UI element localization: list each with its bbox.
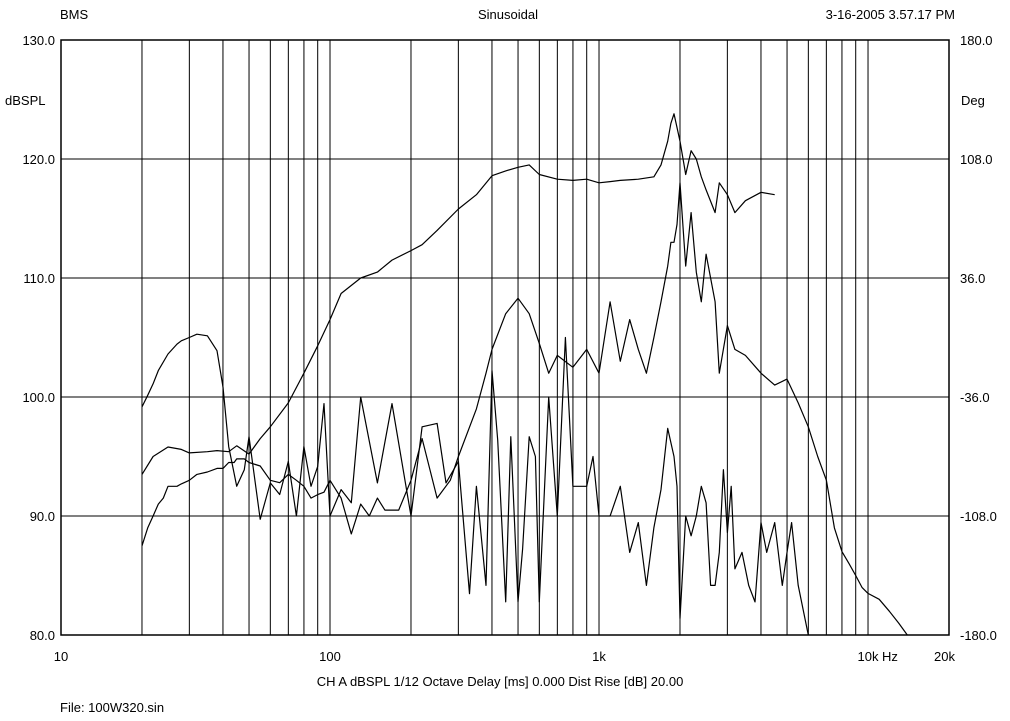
x-tick-label: 1k (592, 649, 606, 664)
x-axis-unit: Hz (882, 649, 898, 664)
series-line-harmonic (141, 182, 908, 635)
x-tick-label: 10k (858, 649, 879, 664)
data-series (141, 113, 908, 635)
measurement-settings: CH A dBSPL 1/12 Octave Delay [ms] 0.000 … (317, 674, 684, 689)
y-tick-label: 120.0 (22, 152, 55, 167)
y2-tick-label: -180.0 (960, 628, 997, 643)
y-tick-label: 130.0 (22, 33, 55, 48)
grid-lines (60, 39, 950, 636)
file-name: File: 100W320.sin (60, 700, 164, 715)
x-tick-label: 10 (54, 649, 68, 664)
series-line-phase (141, 333, 809, 635)
x-tick-label: 100 (319, 649, 341, 664)
y2-tick-label: -36.0 (960, 390, 990, 405)
y-axis-right-unit: Deg (961, 93, 985, 108)
y-tick-label: 110.0 (23, 271, 55, 286)
header-right-label: 3-16-2005 3.57.17 PM (826, 7, 955, 22)
series-line-spl (141, 113, 775, 475)
y2-tick-label: 180.0 (960, 33, 993, 48)
header-center-label: Sinusoidal (478, 7, 538, 22)
x-tick-label: 20k (934, 649, 955, 664)
y-tick-label: 90.0 (30, 509, 55, 524)
y-axis-left-unit: dBSPL (5, 93, 45, 108)
header-left-label: BMS (60, 7, 89, 22)
y2-tick-label: 108.0 (960, 152, 993, 167)
tick-labels: 80.0 90.0 100.0 110.0 120.0 130.0 -180.0 -108.0… (22, 33, 996, 664)
y2-tick-label: 36.0 (960, 271, 985, 286)
y2-tick-label: -108.0 (960, 509, 997, 524)
y-tick-label: 100.0 (22, 390, 55, 405)
plot-frame (60, 39, 950, 636)
y-tick-label: 80.0 (30, 628, 55, 643)
